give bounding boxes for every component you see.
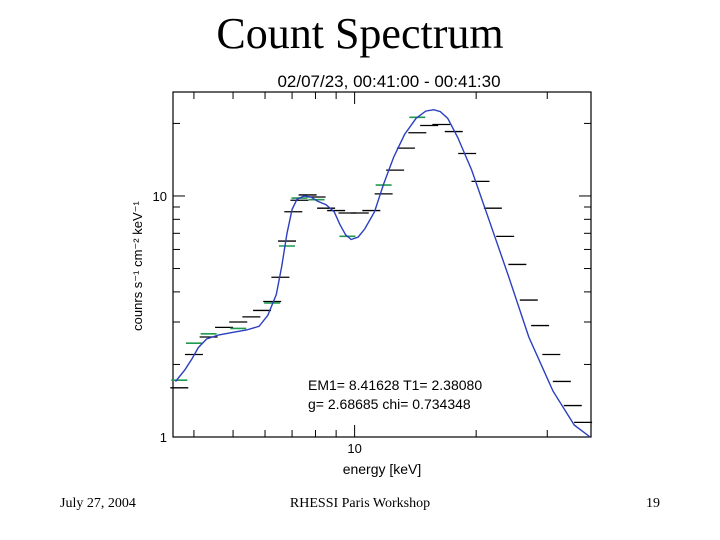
y-tick-label: 10 — [153, 189, 167, 204]
annotation-line-2: g= 2.68685 chi= 0.734348 — [308, 396, 471, 412]
y-tick-label: 1 — [160, 430, 167, 445]
footer-page-number: 19 — [646, 496, 660, 511]
fit-line — [174, 108, 591, 438]
slide-title: Count Spectrum — [216, 9, 504, 58]
plot-frame — [172, 91, 592, 438]
x-axis-label: energy [keV] — [343, 461, 422, 477]
annotation-line-1: EM1= 8.41628 T1= 2.38080 — [308, 377, 482, 393]
x-tick-label: 10 — [347, 441, 361, 456]
y-axis-label: counrs s⁻¹ cm⁻² keV⁻¹ — [130, 201, 145, 331]
footer-date: July 27, 2004 — [60, 496, 136, 511]
chart-title: 02/07/23, 00:41:00 - 00:41:30 — [277, 72, 500, 91]
footer-event: RHESSI Paris Workshop — [289, 496, 431, 511]
